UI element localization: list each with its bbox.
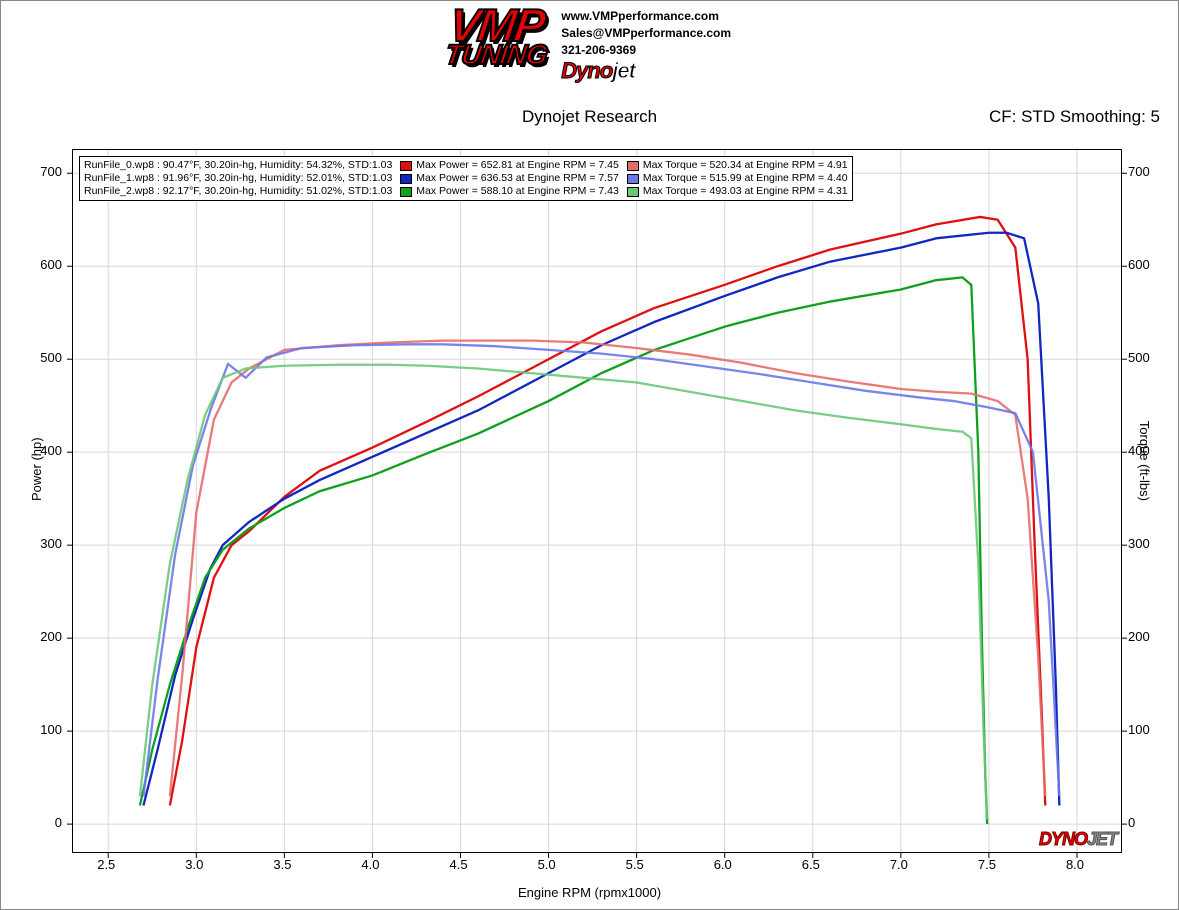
header: VMP TUNING www.VMPperformance.com Sales@…	[1, 3, 1178, 93]
y-left-tick: 300	[40, 536, 62, 551]
legend-text: Max Power = 652.81 at Engine RPM = 7.45	[416, 159, 619, 172]
y-right-tick: 400	[1128, 443, 1150, 458]
contact-web: www.VMPperformance.com	[561, 9, 731, 24]
y-right-tick: 100	[1128, 722, 1150, 737]
dynojet-logo: Dynojet	[561, 58, 731, 84]
y-right-tick: 200	[1128, 629, 1150, 644]
y-left-tick: 200	[40, 629, 62, 644]
y-right-tick: 600	[1128, 257, 1150, 272]
legend-swatch	[627, 174, 639, 184]
y-axis-right-label: Torque (ft-lbs)	[1137, 421, 1152, 501]
cf-label: CF: STD Smoothing: 5	[989, 107, 1160, 127]
y-left-tick: 100	[40, 722, 62, 737]
logo-bottom: TUNING	[444, 44, 548, 66]
y-right-tick: 500	[1128, 350, 1150, 365]
logo-block: VMP TUNING www.VMPperformance.com Sales@…	[448, 7, 731, 84]
legend-row: RunFile_1.wp8 : 91.96°F, 30.20in-hg, Hum…	[84, 172, 392, 185]
legend-row: RunFile_0.wp8 : 90.47°F, 30.20in-hg, Hum…	[84, 159, 392, 172]
y-left-tick: 0	[55, 815, 62, 830]
series-run2_torque	[140, 365, 987, 820]
x-tick: 5.0	[538, 857, 556, 872]
y-left-tick: 500	[40, 350, 62, 365]
y-left-tick: 600	[40, 257, 62, 272]
watermark-dyno: DYNO	[1039, 829, 1087, 849]
legend-row: Max Power = 652.81 at Engine RPM = 7.45	[400, 159, 619, 172]
legend-row: Max Power = 588.10 at Engine RPM = 7.43	[400, 185, 619, 198]
legend-swatch	[627, 187, 639, 197]
legend-box: RunFile_0.wp8 : 90.47°F, 30.20in-hg, Hum…	[79, 156, 853, 201]
legend-swatch	[400, 187, 412, 197]
x-tick: 4.0	[361, 857, 379, 872]
x-tick: 4.5	[449, 857, 467, 872]
y-left-tick: 400	[40, 443, 62, 458]
vmp-logo: VMP TUNING	[444, 7, 554, 66]
legend-text: RunFile_0.wp8 : 90.47°F, 30.20in-hg, Hum…	[84, 159, 392, 172]
legend-text: Max Power = 588.10 at Engine RPM = 7.43	[416, 185, 619, 198]
contact-email: Sales@VMPperformance.com	[561, 26, 731, 41]
legend-text: Max Torque = 493.03 at Engine RPM = 4.31	[643, 185, 848, 198]
x-tick: 6.5	[802, 857, 820, 872]
legend-row: Max Torque = 493.03 at Engine RPM = 4.31	[627, 185, 848, 198]
x-tick: 8.0	[1066, 857, 1084, 872]
legend-swatch	[627, 161, 639, 171]
x-tick: 3.5	[273, 857, 291, 872]
y-right-tick: 0	[1128, 815, 1135, 830]
x-tick: 3.0	[185, 857, 203, 872]
y-right-tick: 700	[1128, 164, 1150, 179]
series-run0_power	[170, 217, 1045, 806]
legend-text: Max Torque = 515.99 at Engine RPM = 4.40	[643, 172, 848, 185]
dynojet-jet: jet	[612, 58, 635, 83]
series-run1_torque	[143, 344, 1059, 796]
legend-text: Max Power = 636.53 at Engine RPM = 7.57	[416, 172, 619, 185]
dynojet-dyno: Dyno	[561, 58, 612, 83]
legend-row: Max Power = 636.53 at Engine RPM = 7.57	[400, 172, 619, 185]
x-tick: 5.5	[626, 857, 644, 872]
plot-area: RunFile_0.wp8 : 90.47°F, 30.20in-hg, Hum…	[72, 149, 1122, 853]
legend-text: Max Torque = 520.34 at Engine RPM = 4.91	[643, 159, 848, 172]
dyno-chart-frame: VMP TUNING www.VMPperformance.com Sales@…	[0, 0, 1179, 910]
legend-swatch	[400, 161, 412, 171]
series-run0_torque	[170, 341, 1045, 797]
watermark-jet: JET	[1087, 829, 1117, 849]
x-tick: 7.5	[978, 857, 996, 872]
legend-row: Max Torque = 515.99 at Engine RPM = 4.40	[627, 172, 848, 185]
legend-swatch	[400, 174, 412, 184]
x-tick: 2.5	[97, 857, 115, 872]
x-axis-label: Engine RPM (rpmx1000)	[1, 885, 1178, 900]
contact-phone: 321-206-9369	[561, 43, 731, 58]
x-tick: 6.0	[714, 857, 732, 872]
contact-block: www.VMPperformance.com Sales@VMPperforma…	[561, 7, 731, 84]
legend-text: RunFile_2.wp8 : 92.17°F, 30.20in-hg, Hum…	[84, 185, 392, 198]
plot-watermark: DYNOJET	[1039, 829, 1117, 850]
y-left-tick: 700	[40, 164, 62, 179]
title-row: Dynojet Research CF: STD Smoothing: 5	[1, 107, 1178, 129]
series-run1_power	[143, 233, 1059, 806]
legend-text: RunFile_1.wp8 : 91.96°F, 30.20in-hg, Hum…	[84, 172, 392, 185]
legend-row: RunFile_2.wp8 : 92.17°F, 30.20in-hg, Hum…	[84, 185, 392, 198]
x-tick: 7.0	[890, 857, 908, 872]
y-right-tick: 300	[1128, 536, 1150, 551]
legend-row: Max Torque = 520.34 at Engine RPM = 4.91	[627, 159, 848, 172]
plot-svg	[73, 150, 1121, 852]
